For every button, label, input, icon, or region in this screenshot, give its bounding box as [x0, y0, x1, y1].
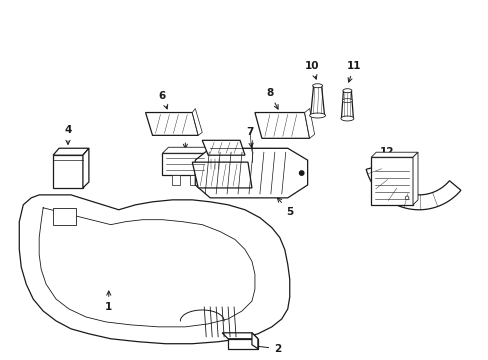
- Text: 10: 10: [304, 61, 318, 79]
- Polygon shape: [370, 157, 412, 205]
- Ellipse shape: [312, 84, 322, 88]
- Polygon shape: [366, 166, 460, 210]
- Polygon shape: [195, 148, 307, 198]
- Text: 5: 5: [277, 198, 293, 217]
- Polygon shape: [254, 113, 309, 138]
- Circle shape: [299, 171, 303, 175]
- Text: 3: 3: [182, 127, 188, 148]
- Polygon shape: [370, 152, 417, 157]
- Text: 8: 8: [265, 88, 278, 109]
- Text: 1: 1: [105, 291, 112, 312]
- Polygon shape: [19, 195, 289, 344]
- Polygon shape: [310, 86, 324, 116]
- Ellipse shape: [342, 99, 352, 103]
- Polygon shape: [227, 339, 257, 349]
- Polygon shape: [208, 147, 214, 175]
- Ellipse shape: [342, 89, 351, 93]
- Ellipse shape: [340, 116, 353, 121]
- Polygon shape: [190, 175, 198, 185]
- Polygon shape: [222, 333, 257, 339]
- Text: 11: 11: [346, 61, 361, 82]
- Polygon shape: [53, 155, 83, 188]
- Polygon shape: [192, 162, 251, 188]
- Polygon shape: [162, 153, 208, 175]
- Ellipse shape: [309, 113, 325, 118]
- Text: 12: 12: [379, 147, 394, 166]
- Polygon shape: [341, 91, 353, 118]
- Text: 2: 2: [247, 343, 281, 354]
- Polygon shape: [53, 148, 89, 155]
- Text: 9: 9: [405, 189, 414, 205]
- Polygon shape: [162, 147, 214, 153]
- Text: 7: 7: [246, 127, 253, 147]
- Polygon shape: [83, 148, 89, 188]
- Polygon shape: [53, 208, 76, 225]
- Text: 4: 4: [64, 125, 72, 144]
- Polygon shape: [412, 152, 417, 205]
- Polygon shape: [192, 109, 202, 135]
- Polygon shape: [145, 113, 198, 135]
- Text: 6: 6: [159, 91, 167, 109]
- Polygon shape: [304, 109, 314, 138]
- Polygon shape: [251, 333, 257, 349]
- Polygon shape: [202, 140, 244, 155]
- Circle shape: [405, 196, 408, 200]
- Polygon shape: [208, 157, 225, 171]
- Polygon shape: [172, 175, 180, 185]
